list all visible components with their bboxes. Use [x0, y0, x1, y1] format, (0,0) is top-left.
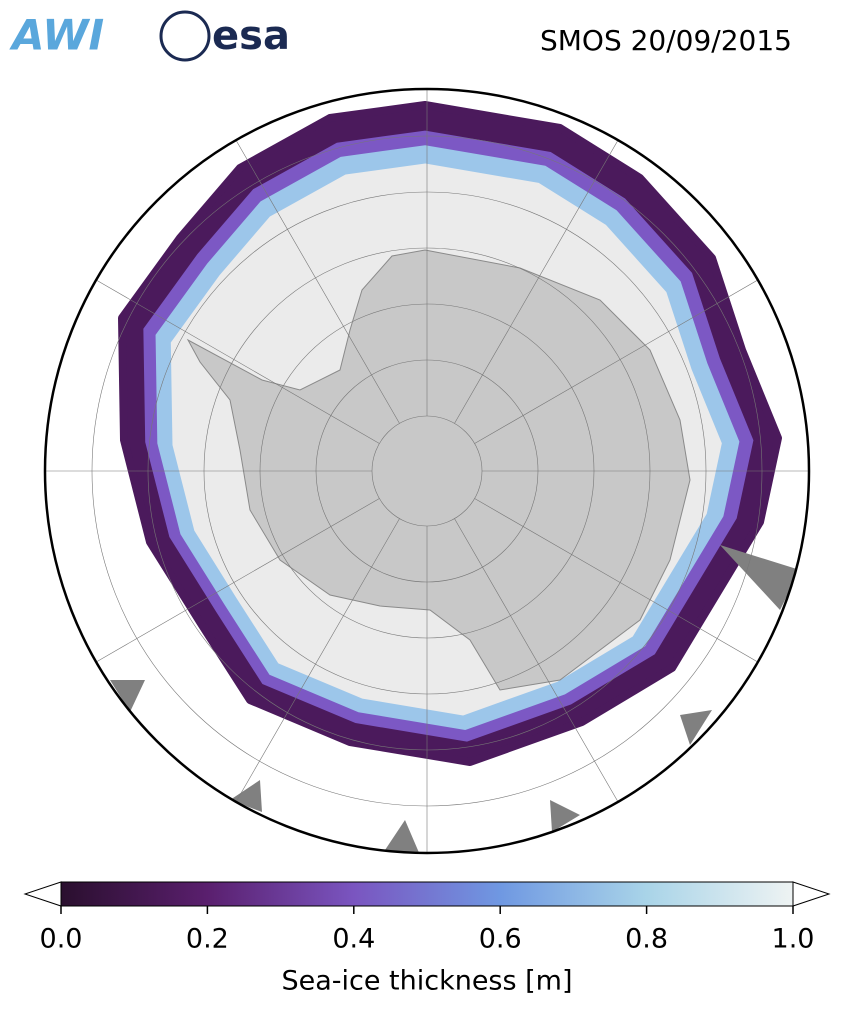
meridian [80, 498, 380, 672]
meridian [226, 518, 400, 818]
map [45, 89, 809, 853]
meridian [226, 124, 400, 424]
meridian [454, 518, 628, 818]
esa-logo-mark [159, 10, 211, 62]
colorbar-tick-label: 0.4 [332, 924, 375, 955]
colorbar-label: Sea-ice thickness [m] [281, 966, 572, 997]
colorbar-tick-label: 0.8 [625, 924, 668, 955]
awi-logo: AWI [9, 11, 104, 60]
colorbar-tick-label: 1.0 [772, 924, 815, 955]
antarctica [186, 249, 691, 691]
meridian [80, 270, 380, 444]
colorbar-tick-label: 0.0 [40, 924, 83, 955]
meridian [474, 498, 774, 672]
esa-logo: esa [212, 13, 290, 59]
map-frame [43, 87, 811, 855]
colorbar-extend-high [792, 881, 831, 907]
meridian [454, 124, 628, 424]
colorbar-tick-label: 0.2 [186, 924, 229, 955]
meridian [474, 270, 774, 444]
graticule [45, 89, 809, 853]
colorbar [60, 881, 794, 907]
colorbar-tick-label: 0.6 [479, 924, 522, 955]
title: SMOS 20/09/2015 [540, 24, 792, 57]
colorbar-ticks: 0.0 0.2 0.4 0.6 0.8 1.0 [40, 906, 815, 955]
colorbar-extend-low [23, 881, 62, 907]
